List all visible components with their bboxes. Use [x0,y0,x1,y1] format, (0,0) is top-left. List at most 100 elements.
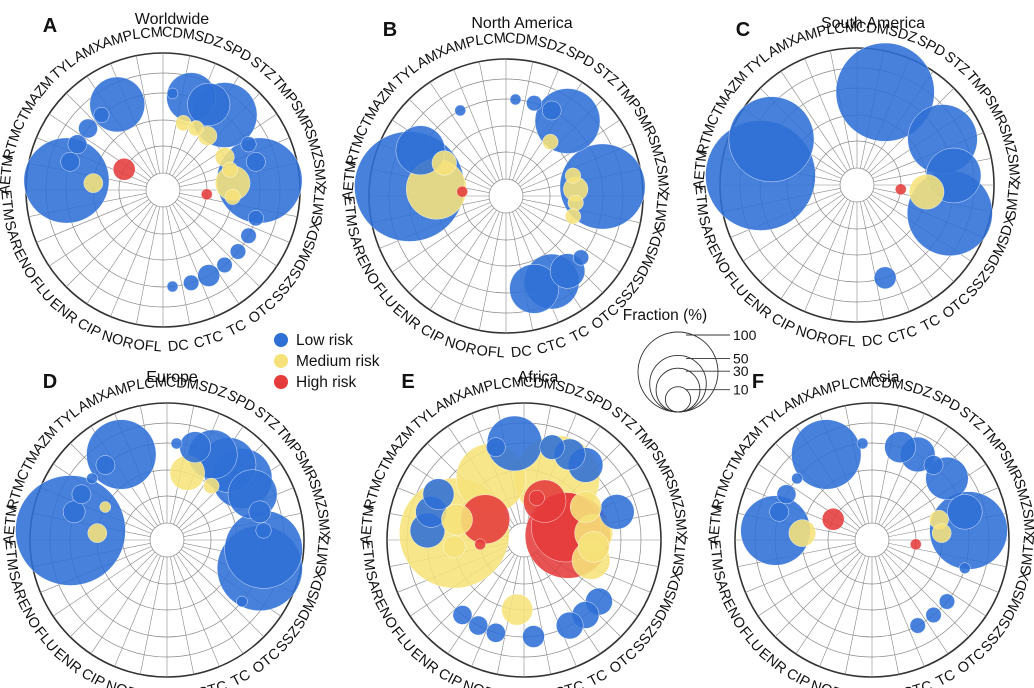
grid-spoke [844,556,869,675]
category-label: SDZ [535,34,568,58]
bubble-low-nor [486,623,506,643]
grid-spoke [135,55,160,174]
category-label: CIP [769,311,798,337]
grid-spoke [521,202,633,249]
category-label: SAR [5,569,29,602]
grid-spoke [863,200,910,312]
category-label: SDX [1010,569,1034,602]
bubble-medium-ofl [501,593,533,626]
panel-a: CDMSDZSPDSTZTMPSMRSMZSMXSMTZSDXSDMSSZOTC… [0,11,329,356]
bubble-low-ctm [776,484,797,505]
category-label: NOR [443,334,478,359]
bubble-medium-smz [222,161,238,178]
bubble-low-enr [452,605,473,625]
grid-spoke [114,555,161,667]
grid-spoke [875,405,900,524]
bubble-low-sdx [959,562,971,574]
bubble-low-ssz [236,595,248,608]
grid-spoke [883,442,970,529]
category-label: OFL [494,687,524,688]
category-label: LCM [136,374,168,393]
bubble-low-amx [791,419,862,490]
size-legend-value: 10 [733,382,749,398]
grid-spoke [885,549,987,617]
grid-spoke [173,555,220,667]
bubble-medium-aetm [83,173,104,193]
grid-spoke [757,549,859,617]
bubble-high-ctm [821,508,845,531]
risk-legend: Low risk Medium risk High risk [274,332,380,391]
bubble-low-amp [486,437,506,457]
bubble-low-ssz [939,593,955,610]
grid-spoke [742,194,844,262]
bubble-low-tyl [95,455,116,475]
bubble-low-ssz [230,243,246,260]
grid-spoke [172,203,240,305]
category-label: AZM [720,68,752,102]
bubble-low-smz [246,152,266,172]
bubble-low-cdm [170,437,183,450]
category-label: SDX [644,225,668,258]
category-label: SMZ [305,477,329,511]
grid-spoke [174,201,261,288]
category-label: CTC [886,323,919,347]
size-legend-value: 50 [733,350,749,366]
grid-spoke [829,201,854,320]
bubble-low-azm [791,472,803,485]
grid-spoke [110,205,157,317]
category-label: CTC [196,678,229,688]
bubble-low-sdz [884,431,916,463]
category-label: ENR [755,645,789,677]
grid-spoke [509,61,534,180]
category-label: TC [568,323,593,346]
category-label: SAR [1,219,25,252]
size-legend-value: 100 [733,327,757,343]
grid-spoke [176,199,278,267]
bubble-low-smx [255,522,272,539]
category-label: LCM [841,374,873,393]
bubble-low-otc [216,257,233,273]
category-label: SMTZ [652,191,672,232]
panel-c: CDMSDZSPDSTZTMPSMRSMZSMXSMTZSDXSDMSSZOTC… [691,15,1023,351]
category-label: CDM [522,374,556,393]
bubble-high-aetm [456,185,468,198]
grid-spoke [887,546,999,593]
category-label: LCM [826,19,858,38]
grid-ring [488,178,524,214]
grid-spoke [745,546,857,593]
category-label: NOR [100,328,135,353]
panel-title: Worldwide [135,11,210,28]
grid-spoke [65,201,152,288]
category-label: ENO [704,241,733,276]
category-label: SAR [362,569,386,602]
grid-spoke [408,98,495,185]
bubble-low-sdz [835,42,935,142]
category-label: CDM [165,374,199,393]
bubble-medium-smtz [577,531,610,563]
category-label: SDZ [901,378,934,402]
grid-spoke [866,198,934,300]
grid-spoke [166,206,191,325]
category-label: LCM [132,24,164,43]
category-label: ENR [46,295,80,327]
grid-spoke [804,58,851,170]
legend-label: Medium risk [296,353,380,370]
category-label: SMZ [644,133,668,167]
category-label: TC [586,667,611,688]
grid-spoke [774,551,861,638]
bubble-medium-smtz [909,174,945,210]
category-label: ENO [371,596,400,631]
bubble-low-rtm [60,152,80,172]
grid-spoke [759,196,846,283]
grid-spoke [447,553,515,655]
category-label: DC [861,332,883,350]
bubble-low-rtm [62,500,86,524]
bubble-low-amx [89,76,145,133]
bubble-low-ctm [728,96,815,183]
category-label: AMP [104,378,139,402]
category-label: LCM [493,374,525,393]
size-legend-circle [637,331,719,413]
grid-spoke [170,556,195,675]
category-label: CIP [75,316,104,342]
category-label: OFL [476,343,506,362]
